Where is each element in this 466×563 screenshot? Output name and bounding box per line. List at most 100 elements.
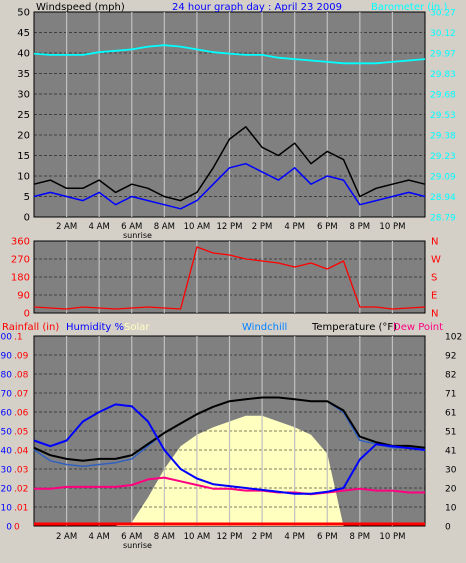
time-tick-label: 8 AM	[154, 532, 175, 542]
direction-tick-labels: 360 270 180 90 0	[11, 237, 30, 320]
tick-label: 5	[24, 192, 30, 203]
temperature-tick-labels: 102 92 82 71 61 51 41 30 20 10 0	[445, 333, 462, 533]
barometer-tick-labels: 30.27 30.12 29.97 29.83 29.68 29.53 29.38 29.23…	[430, 9, 456, 224]
time-tick-label: 2 PM	[252, 532, 273, 542]
tick-label: 10	[445, 504, 457, 514]
tick-label: 90	[17, 291, 30, 302]
time-tick-label: 2 AM	[56, 532, 77, 542]
time-tick-label: 6 PM	[317, 532, 338, 542]
tick-label: 71	[445, 390, 456, 400]
tick-label: 41	[445, 447, 456, 457]
tick-label: 30	[445, 466, 457, 476]
tick-label: .01	[14, 504, 28, 514]
time-tick-label: 8 PM	[350, 222, 371, 232]
tick-label: .08	[14, 371, 29, 381]
tick-label: 29.09	[430, 173, 456, 183]
tick-label: .02	[14, 485, 28, 495]
tick-label: 90	[1, 352, 13, 362]
tick-label: 51	[445, 428, 456, 438]
tick-label: 10	[1, 504, 13, 514]
time-tick-label: 10 PM	[379, 222, 405, 232]
tick-label: .03	[14, 466, 28, 476]
tick-label: 29.83	[430, 70, 456, 80]
tick-label: 70	[1, 390, 13, 400]
tick-label: E	[431, 291, 437, 302]
tick-label: 40	[17, 49, 30, 60]
time-tick-label: 6 PM	[317, 222, 338, 232]
tick-label: W	[431, 255, 441, 266]
windspeed-line	[33, 162, 426, 210]
rainfall-legend: Rainfall (in)	[2, 322, 59, 333]
time-tick-label: 12 PM	[217, 222, 243, 232]
tick-label: 270	[11, 255, 30, 266]
tick-label: 30.27	[430, 9, 456, 19]
temperature-humidity-panel: Rainfall (in) Humidity % Solar Windchill…	[0, 322, 462, 533]
tick-label: 30	[17, 90, 30, 101]
time-tick-label: 4 AM	[89, 532, 110, 542]
time-tick-label: 12 PM	[217, 532, 243, 542]
time-tick-label: 4 AM	[89, 222, 110, 232]
tick-label: 29.68	[430, 91, 456, 101]
tick-label: 28.94	[430, 193, 456, 203]
tick-label: N	[431, 309, 438, 320]
tick-label: 25	[17, 110, 30, 121]
time-tick-label: 2 PM	[252, 222, 273, 232]
time-tick-label: 10 AM	[184, 222, 211, 232]
tick-label: 60	[1, 409, 13, 419]
dewpoint-line	[34, 476, 425, 496]
time-tick-label: 8 AM	[154, 222, 175, 232]
time-tick-label: 6 AM	[121, 532, 142, 542]
tick-label: 360	[11, 237, 30, 248]
time-tick-label: 4 PM	[284, 532, 305, 542]
graph-title: 24 hour graph day : April 23 2009	[172, 2, 342, 13]
tick-label: N	[431, 237, 438, 248]
wind-gust-line	[33, 126, 426, 202]
wind-direction-line	[33, 246, 426, 310]
tick-label: 0	[24, 213, 30, 224]
tick-label: 29.97	[430, 50, 456, 60]
tick-label: 0	[24, 309, 30, 320]
tick-label: 80	[1, 371, 13, 381]
tick-label: 30.12	[430, 29, 456, 39]
tick-label: 0	[14, 523, 20, 533]
humidity-tick-labels: 1009080706050403020100	[0, 333, 12, 533]
tick-label: 50	[1, 428, 13, 438]
tick-label: 0	[445, 523, 451, 533]
time-axis-top: 2 AM 4 AM 6 AM 8 AM 10 AM 12 PM 2 PM 4 PM 6 PM 8 …	[56, 222, 405, 232]
tick-label: S	[431, 273, 437, 284]
tick-label: 40	[1, 447, 13, 457]
time-tick-label: 6 AM	[121, 222, 142, 232]
time-tick-label: 4 PM	[284, 222, 305, 232]
tick-label: .09	[14, 352, 29, 362]
temperature-legend: Temperature (°F)	[311, 322, 397, 333]
tick-label: .07	[14, 390, 28, 400]
tick-label: 15	[17, 151, 30, 162]
humidity-legend: Humidity %	[66, 322, 124, 333]
tick-label: 180	[11, 273, 30, 284]
solar-legend: Solar	[124, 322, 150, 333]
tick-label: 20	[1, 485, 13, 495]
tick-label: 92	[445, 352, 456, 362]
windchill-legend: Windchill	[242, 322, 287, 333]
tick-label: 10	[17, 172, 30, 183]
tick-label: 0	[6, 523, 12, 533]
time-tick-label: 10 PM	[379, 532, 405, 542]
tick-label: 35	[17, 69, 30, 80]
tick-label: 102	[445, 333, 462, 343]
tick-label: 30	[1, 466, 13, 476]
tick-label: .05	[14, 428, 28, 438]
tick-label: .04	[14, 447, 29, 457]
tick-label: 28.79	[430, 214, 456, 224]
dewpoint-legend: Dew Point	[393, 322, 443, 333]
sunrise-label-top: sunrise	[123, 231, 152, 240]
barometer-line	[33, 44, 426, 65]
tick-label: .1	[14, 333, 23, 343]
tick-label: 45	[17, 28, 30, 39]
tick-label: 20	[17, 131, 30, 142]
tick-label: 29.38	[430, 132, 456, 142]
tick-label: 61	[445, 409, 456, 419]
